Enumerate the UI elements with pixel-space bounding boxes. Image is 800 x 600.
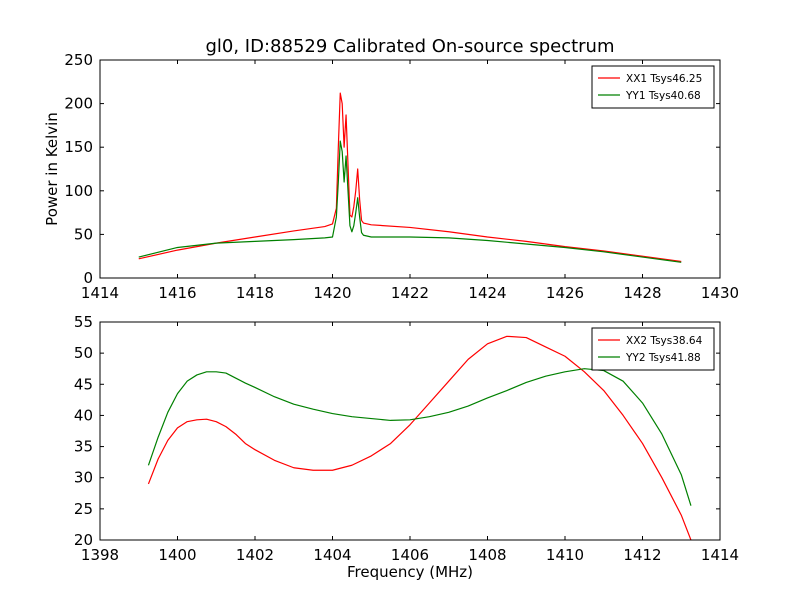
legend-label: YY2 Tsys41.88	[625, 352, 701, 364]
x-tick-label: 1414	[701, 546, 739, 564]
y-tick-label: 55	[74, 313, 93, 331]
x-tick-label: 1408	[468, 546, 506, 564]
y-tick-label: 150	[64, 138, 93, 156]
bottom-plot: 1398 1400 1402 1404 1406 1408 1410 1412 1414 20 25…	[74, 313, 739, 581]
y-tick-label: 40	[74, 406, 93, 424]
x-tick-label: 1418	[236, 284, 274, 302]
x-tick-label: 1410	[546, 546, 584, 564]
x-tick-label: 1422	[391, 284, 429, 302]
y-tick-label: 45	[74, 375, 93, 393]
y-tick-label: 50	[74, 344, 93, 362]
legend-box	[591, 327, 715, 371]
top-plot: 1414 1416 1418 1420 1422 1424 1426 1428 1430 0 50 1…	[43, 51, 739, 302]
x-tick-label: 1414	[81, 284, 119, 302]
series-line-xx2	[147, 335, 692, 540]
x-axis-label: Frequency (MHz)	[347, 563, 473, 581]
y-axis-label: Power in Kelvin	[43, 112, 61, 226]
x-tick-label: 1428	[623, 284, 661, 302]
y-tick-label: 200	[64, 95, 93, 113]
y-tick-label: 35	[74, 438, 93, 456]
x-tick-label: 1404	[313, 546, 351, 564]
y-tick-label: 100	[64, 182, 93, 200]
series-line-yy2	[147, 368, 692, 506]
x-tick-label: 1400	[158, 546, 196, 564]
x-tick-label: 1412	[623, 546, 661, 564]
legend: XX2 Tsys38.64 YY2 Tsys41.88	[591, 327, 715, 371]
legend: XX1 Tsys46.25 YY1 Tsys40.68	[591, 65, 715, 109]
y-tick-label: 50	[74, 225, 93, 243]
x-tick-label: 1424	[468, 284, 506, 302]
x-tick-label: 1416	[158, 284, 196, 302]
chart-title: gl0, ID:88529 Calibrated On-source spect…	[205, 36, 614, 57]
x-tick-label: 1406	[391, 546, 429, 564]
x-tick-label: 1426	[546, 284, 584, 302]
y-tick-label: 0	[83, 269, 93, 287]
x-tick-label: 1398	[81, 546, 119, 564]
legend-label: XX2 Tsys38.64	[626, 335, 703, 347]
x-tick-label: 1402	[236, 546, 274, 564]
series-line-xx1	[138, 92, 682, 263]
x-tick-label: 1430	[701, 284, 739, 302]
y-tick-label: 250	[64, 51, 93, 69]
legend-label: XX1 Tsys46.25	[626, 73, 702, 85]
y-tick-label: 20	[74, 531, 93, 549]
y-tick-label: 25	[74, 500, 93, 518]
legend-box	[591, 65, 715, 109]
y-tick-label: 30	[74, 469, 93, 487]
series-line-yy1	[138, 140, 682, 263]
x-tick-label: 1420	[313, 284, 351, 302]
legend-label: YY1 Tsys40.68	[625, 90, 701, 102]
